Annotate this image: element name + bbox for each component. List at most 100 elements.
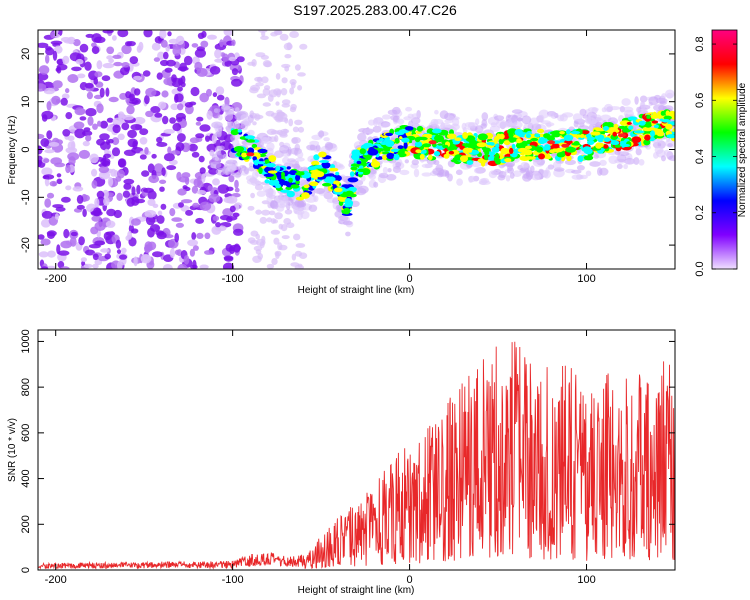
spectrogram-cell	[508, 132, 514, 139]
spectrogram-cell	[199, 264, 209, 269]
spectrogram-cell	[460, 155, 468, 163]
spectrogram-cell	[284, 65, 290, 72]
spectrogram-cell	[148, 175, 160, 184]
spectrogram-cell	[506, 160, 515, 168]
spectrogram-cell	[67, 135, 75, 142]
spectrogram-cell	[105, 231, 116, 236]
spectrogram-cell	[84, 61, 92, 71]
spectrogram-cell	[268, 155, 277, 163]
spectrogram-cell	[266, 217, 273, 223]
spectrogram-cell	[123, 178, 135, 185]
spectrogram-cell	[112, 124, 121, 134]
spectrogram-cell	[161, 167, 166, 177]
y-tick-label: 0	[20, 146, 32, 152]
spectrogram-cell	[214, 156, 220, 161]
spectrogram-cell	[525, 133, 532, 138]
spectrogram-cell	[450, 123, 460, 131]
spectrogram-cell	[122, 190, 130, 198]
spectrogram-cell	[199, 167, 206, 175]
spectrogram-cell	[78, 149, 90, 159]
spectrogram-cell	[244, 135, 256, 140]
spectrogram-cell	[559, 131, 565, 135]
spectrogram-cell	[171, 74, 177, 83]
spectrogram-cell	[58, 30, 63, 36]
spectrogram-cell	[41, 167, 53, 176]
spectrogram-cell	[101, 160, 111, 167]
spectrogram-cell	[96, 103, 104, 114]
spectrogram-cell	[92, 123, 98, 130]
spectrogram-cell	[170, 103, 179, 111]
spectrogram-cell	[419, 153, 425, 160]
spectrogram-cell	[256, 190, 266, 197]
spectrogram-cell	[179, 47, 186, 55]
spectrogram-cell	[172, 43, 182, 50]
spectrogram-cell	[564, 159, 577, 166]
spectrogram-cell	[223, 196, 235, 204]
spectrogram-cell	[261, 235, 266, 244]
spectrogram-cell	[45, 47, 55, 56]
spectrogram-cell	[44, 198, 52, 208]
snr-series	[38, 341, 675, 570]
spectrogram-cell	[56, 58, 64, 66]
spectrogram-cell	[172, 123, 182, 132]
spectrogram-cell	[545, 155, 552, 160]
spectrogram-cell	[212, 92, 218, 98]
spectrogram-cell	[296, 151, 304, 159]
spectrogram-cell	[547, 164, 555, 170]
spectrogram-cell	[234, 187, 240, 193]
spectrogram-cell	[626, 121, 632, 125]
spectrogram-cell	[248, 165, 255, 172]
y-tick-label: 1000	[20, 329, 32, 353]
spectrogram-cell	[276, 89, 281, 98]
spectrogram-cell	[399, 169, 410, 176]
spectrogram-cell	[208, 168, 219, 175]
spectrogram-cell	[108, 138, 114, 144]
y-tick-label: -20	[20, 237, 32, 253]
spectrogram-cell	[107, 176, 114, 187]
spectrogram-cell	[278, 223, 284, 230]
spectrogram-cell	[665, 123, 673, 130]
spectrogram-cell	[332, 201, 337, 210]
spectrogram-cell	[419, 136, 428, 141]
spectrogram-cell	[38, 133, 45, 139]
spectrogram-cell	[315, 144, 321, 152]
spectrogram-cell	[401, 137, 410, 143]
spectrogram-cell	[285, 186, 293, 191]
spectrogram-cell	[247, 129, 255, 137]
spectrogram-cell	[289, 106, 297, 113]
spectrogram-cell	[309, 181, 319, 187]
spectrogram-cell	[275, 73, 281, 80]
spectrogram-cell	[480, 123, 487, 129]
spectrogram-cell	[530, 171, 541, 181]
spectrogram-cell	[38, 83, 47, 92]
spectrogram-cell	[79, 116, 87, 121]
y-tick-label: 10	[20, 96, 32, 108]
spectrogram-cell	[385, 140, 395, 147]
colorbar-tick-label: 0.6	[694, 93, 706, 108]
spectrogram-cell	[106, 46, 115, 55]
spectrogram-cell	[273, 237, 280, 245]
spectrogram-cell	[297, 126, 305, 133]
spectrogram-cell	[428, 154, 433, 161]
spectrogram-cell	[138, 41, 144, 51]
spectrogram-cell	[382, 122, 391, 128]
spectrogram-cell	[656, 131, 665, 137]
spectrogram-cell	[422, 143, 432, 148]
spectrogram-cell	[444, 170, 450, 178]
spectrogram-cell	[475, 118, 480, 125]
spectrogram-cell	[62, 55, 70, 65]
spectrogram-cell	[57, 250, 70, 256]
spectrogram-cell	[191, 232, 197, 241]
spectrogram-cell	[349, 171, 355, 178]
spectrogram-cell	[94, 198, 100, 208]
spectrogram-cell	[257, 148, 268, 154]
spectrogram-cell	[297, 72, 306, 77]
spectrogram-cell	[197, 32, 205, 39]
spectrogram-cell	[259, 216, 267, 224]
spectrogram-cell	[288, 177, 293, 183]
spectrogram-cell	[126, 197, 135, 207]
spectrogram-cell	[123, 149, 136, 156]
spectrogram-cell	[483, 149, 488, 153]
spectrogram-cell	[281, 103, 291, 108]
spectrogram-peak	[246, 152, 255, 157]
